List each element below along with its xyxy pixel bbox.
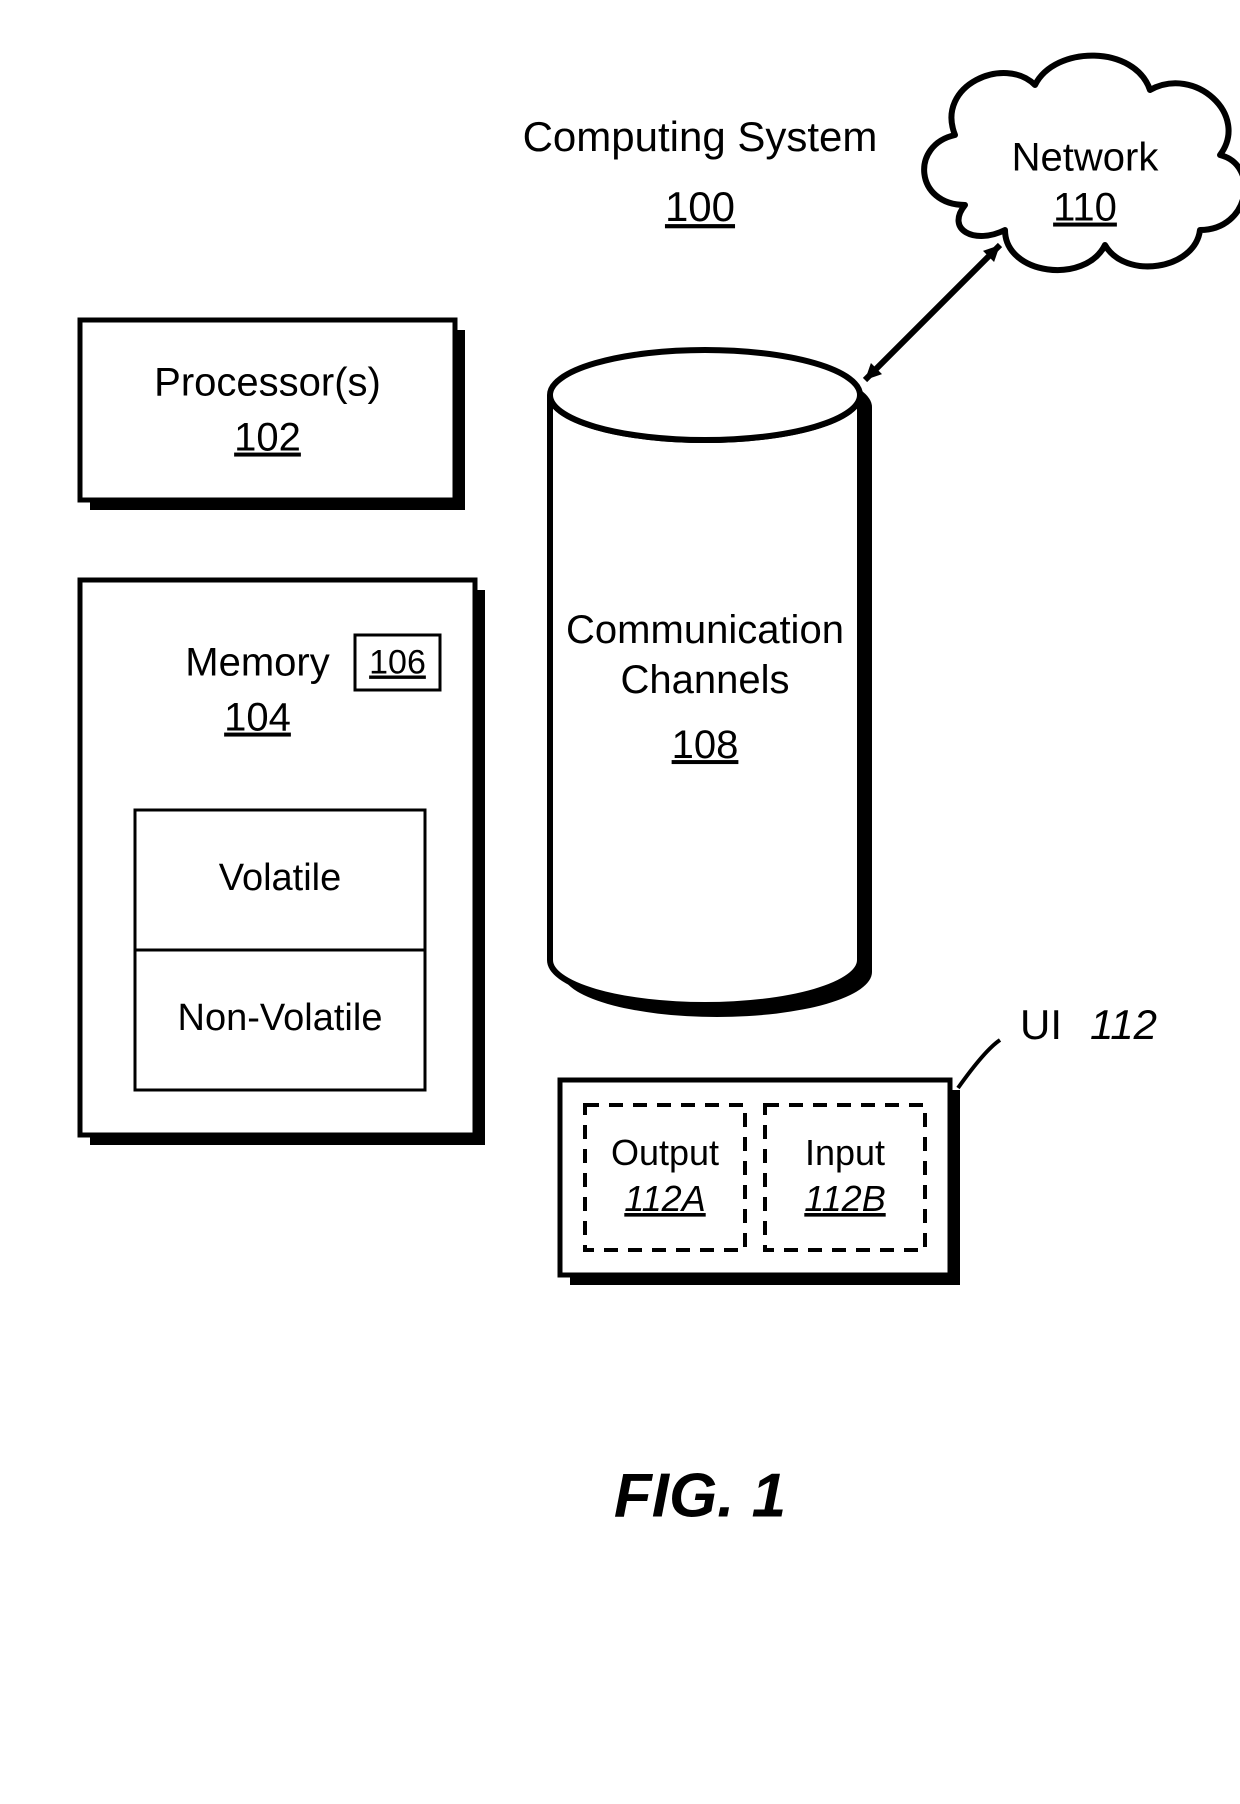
svg-text:110: 110 xyxy=(1053,186,1117,230)
memory-box: Memory 104 106 Volatile Non-Volatile xyxy=(80,580,485,1145)
diagram-title: Computing System 100 xyxy=(523,113,878,230)
svg-text:Input: Input xyxy=(805,1132,885,1173)
figure-label: FIG. 1 xyxy=(614,1461,786,1530)
svg-text:Processor(s): Processor(s) xyxy=(154,361,381,405)
svg-text:Non-Volatile: Non-Volatile xyxy=(178,997,383,1039)
svg-text:112A: 112A xyxy=(624,1178,705,1219)
svg-text:102: 102 xyxy=(234,416,301,460)
network-cloud: Network 110 xyxy=(924,56,1240,270)
svg-text:Memory: Memory xyxy=(185,641,329,685)
ui-box: Output 112A Input 112B UI 112 xyxy=(560,1001,1157,1285)
svg-text:Communication: Communication xyxy=(566,608,844,652)
processor-box: Processor(s) 102 xyxy=(80,320,465,510)
svg-text:100: 100 xyxy=(665,183,735,230)
svg-text:108: 108 xyxy=(672,723,739,767)
svg-text:Output: Output xyxy=(611,1132,719,1173)
svg-text:Channels: Channels xyxy=(620,658,789,702)
communication-cylinder: Communication Channels 108 xyxy=(550,350,872,1017)
svg-text:106: 106 xyxy=(369,643,426,681)
svg-text:112B: 112B xyxy=(804,1178,885,1219)
svg-text:Network: Network xyxy=(1012,136,1160,180)
svg-text:Volatile: Volatile xyxy=(219,857,342,899)
svg-text:UI: UI xyxy=(1020,1001,1062,1048)
svg-text:112: 112 xyxy=(1090,1001,1157,1048)
svg-text:104: 104 xyxy=(224,696,291,740)
cylinder-to-cloud-arrow xyxy=(865,245,1000,380)
svg-text:Computing System: Computing System xyxy=(523,113,878,160)
